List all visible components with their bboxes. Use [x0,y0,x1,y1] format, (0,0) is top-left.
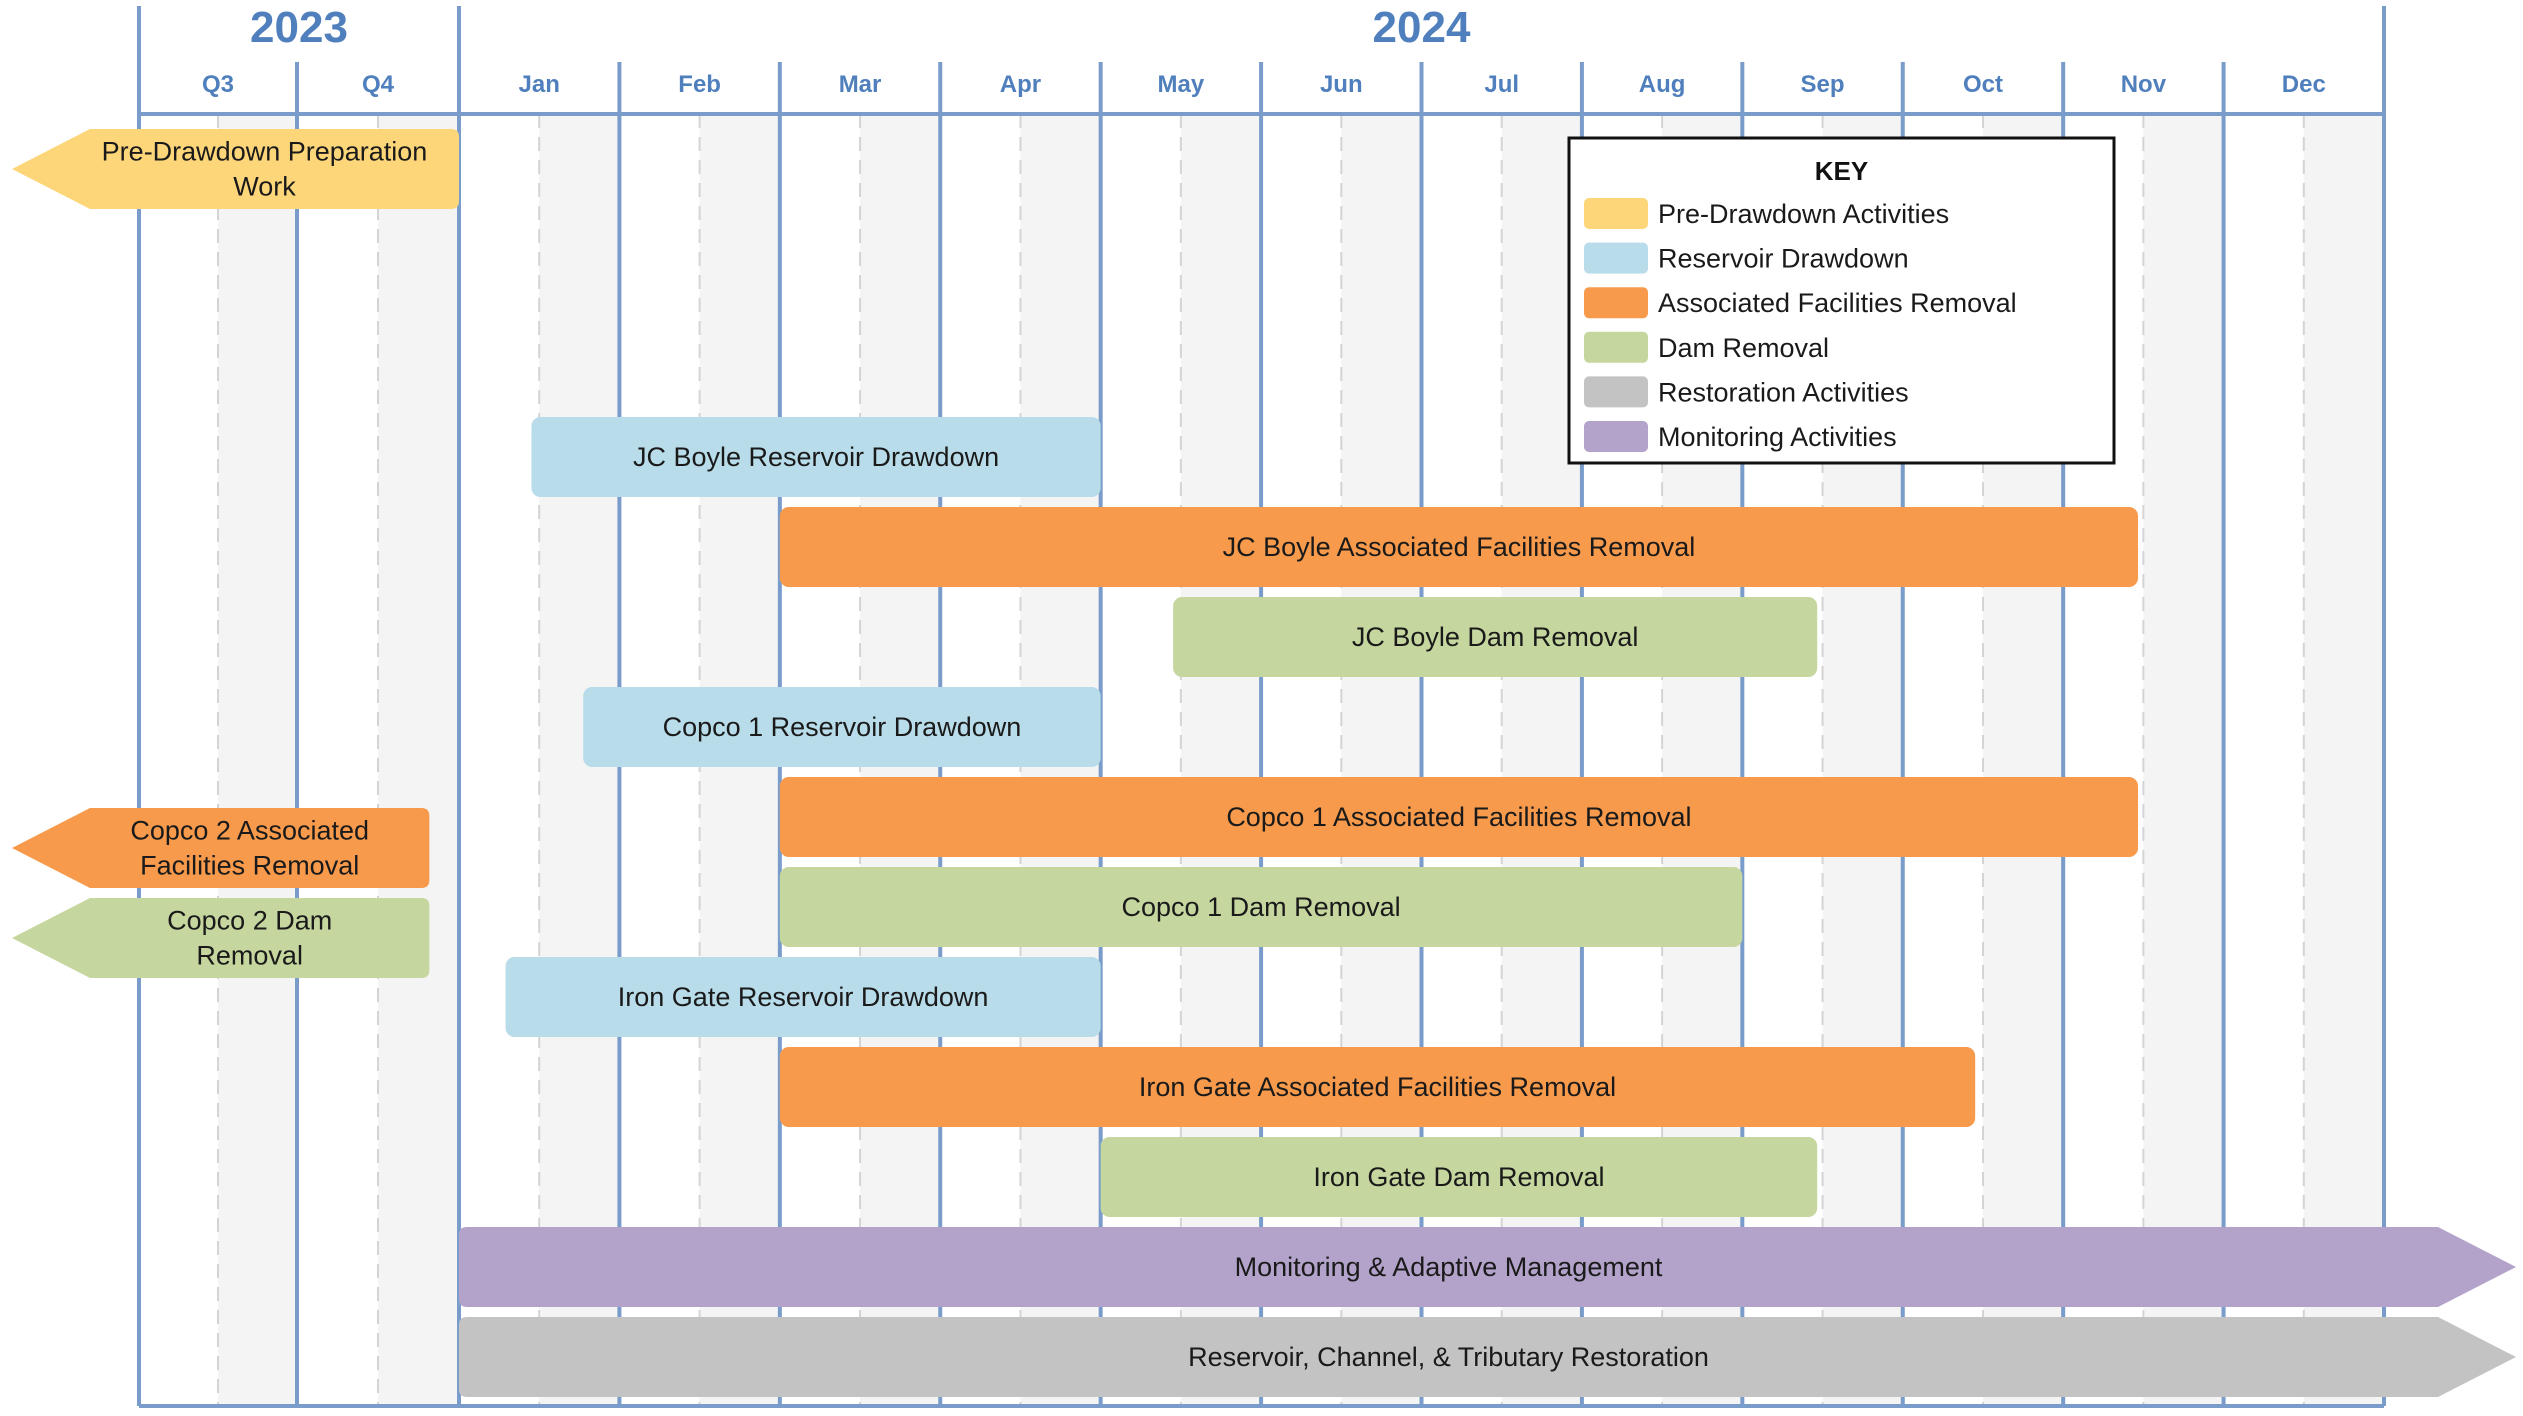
task-bar-monitoring-adaptive-management [459,1227,2516,1307]
task-bar-reservoir-channel-tributary-restoration [459,1317,2516,1397]
task-bar-iron-gate-associated-facilities-removal [779,1047,1976,1127]
task-label-copco-2-associated: Copco 2 Associated [130,816,369,846]
task-label-work: Work [233,172,296,202]
period-label-oct: Oct [1963,71,2003,98]
task-bar-copco-1-dam-removal [779,867,1743,947]
period-label-aug: Aug [1639,71,1686,98]
legend-swatch-associated-facilities-removal [1584,287,1648,319]
task-label-iron-gate-reservoir-drawdown: Iron Gate Reservoir Drawdown [618,982,989,1012]
legend-label-pre-drawdown-activities: Pre-Drawdown Activities [1658,199,1949,229]
legend-swatch-restoration-activities [1584,376,1648,408]
task-label-facilities-removal: Facilities Removal [140,851,359,881]
legend-label-monitoring-activities: Monitoring Activities [1658,422,1897,452]
year-label-2024: 2024 [1373,3,1471,52]
legend-title: KEY [1815,156,1868,186]
period-label-jul: Jul [1484,71,1519,98]
task-label-jc-boyle-associated-facilities-removal: JC Boyle Associated Facilities Removal [1223,532,1696,562]
task-bar-iron-gate-reservoir-drawdown [505,957,1101,1037]
task-label-jc-boyle-reservoir-drawdown: JC Boyle Reservoir Drawdown [633,442,999,472]
task-bar-copco-1-associated-facilities-removal [779,777,2139,857]
column-shade-q3 [218,114,297,1406]
task-bar-copco-2-associated-facilities-removal [12,808,430,888]
legend-swatch-dam-removal [1584,331,1648,363]
column-shade-nov [2143,114,2224,1406]
task-label-copco-1-dam-removal: Copco 1 Dam Removal [1122,892,1401,922]
task-label-reservoir-channel-tributary-restoration: Reservoir, Channel, & Tributary Restorat… [1188,1342,1709,1372]
task-label-copco-1-reservoir-drawdown: Copco 1 Reservoir Drawdown [663,712,1022,742]
legend-label-dam-removal: Dam Removal [1658,333,1829,363]
task-bar-jc-boyle-associated-facilities-removal [779,507,2139,587]
task-label-iron-gate-dam-removal: Iron Gate Dam Removal [1313,1162,1604,1192]
task-bar-copco-1-reservoir-drawdown [583,687,1101,767]
legend-box [1567,136,2116,465]
period-label-feb: Feb [678,71,721,98]
legend-swatch-monitoring-activities [1584,421,1648,452]
task-label-copco-1-associated-facilities-removal: Copco 1 Associated Facilities Removal [1226,802,1691,832]
task-label-pre-drawdown-preparation: Pre-Drawdown Preparation [102,137,428,167]
period-label-dec: Dec [2282,71,2326,98]
task-bar-jc-boyle-dam-removal [1173,597,1818,677]
legend-swatch-pre-drawdown-activities [1584,198,1648,229]
task-label-iron-gate-associated-facilities-removal: Iron Gate Associated Facilities Removal [1139,1072,1616,1102]
task-label-monitoring-adaptive-management: Monitoring & Adaptive Management [1235,1252,1663,1282]
period-label-apr: Apr [1000,71,1041,98]
task-bar-pre-drawdown-preparation-work [12,129,459,209]
period-label-mar: Mar [839,71,882,98]
column-shade-q4 [378,114,459,1406]
year-label-2023: 2023 [250,3,348,52]
column-shade-dec [2303,114,2384,1406]
task-label-removal: Removal [196,941,303,971]
period-label-jan: Jan [519,71,560,98]
period-label-sep: Sep [1801,71,1845,98]
task-bar-copco-2-dam-removal [12,898,430,978]
legend-swatch-reservoir-drawdown [1584,242,1648,274]
period-label-jun: Jun [1320,71,1363,98]
task-bar-jc-boyle-reservoir-drawdown [531,417,1101,497]
legend-label-reservoir-drawdown: Reservoir Drawdown [1658,244,1909,274]
task-label-copco-2-dam: Copco 2 Dam [167,906,332,936]
period-label-may: May [1158,71,1205,98]
period-label-nov: Nov [2121,71,2167,98]
legend-label-associated-facilities-removal: Associated Facilities Removal [1658,288,2017,318]
period-label-q3: Q3 [202,71,234,98]
task-bar-iron-gate-dam-removal [1100,1137,1818,1217]
legend-label-restoration-activities: Restoration Activities [1658,377,1909,407]
period-label-q4: Q4 [362,71,395,98]
task-label-jc-boyle-dam-removal: JC Boyle Dam Removal [1352,622,1639,652]
